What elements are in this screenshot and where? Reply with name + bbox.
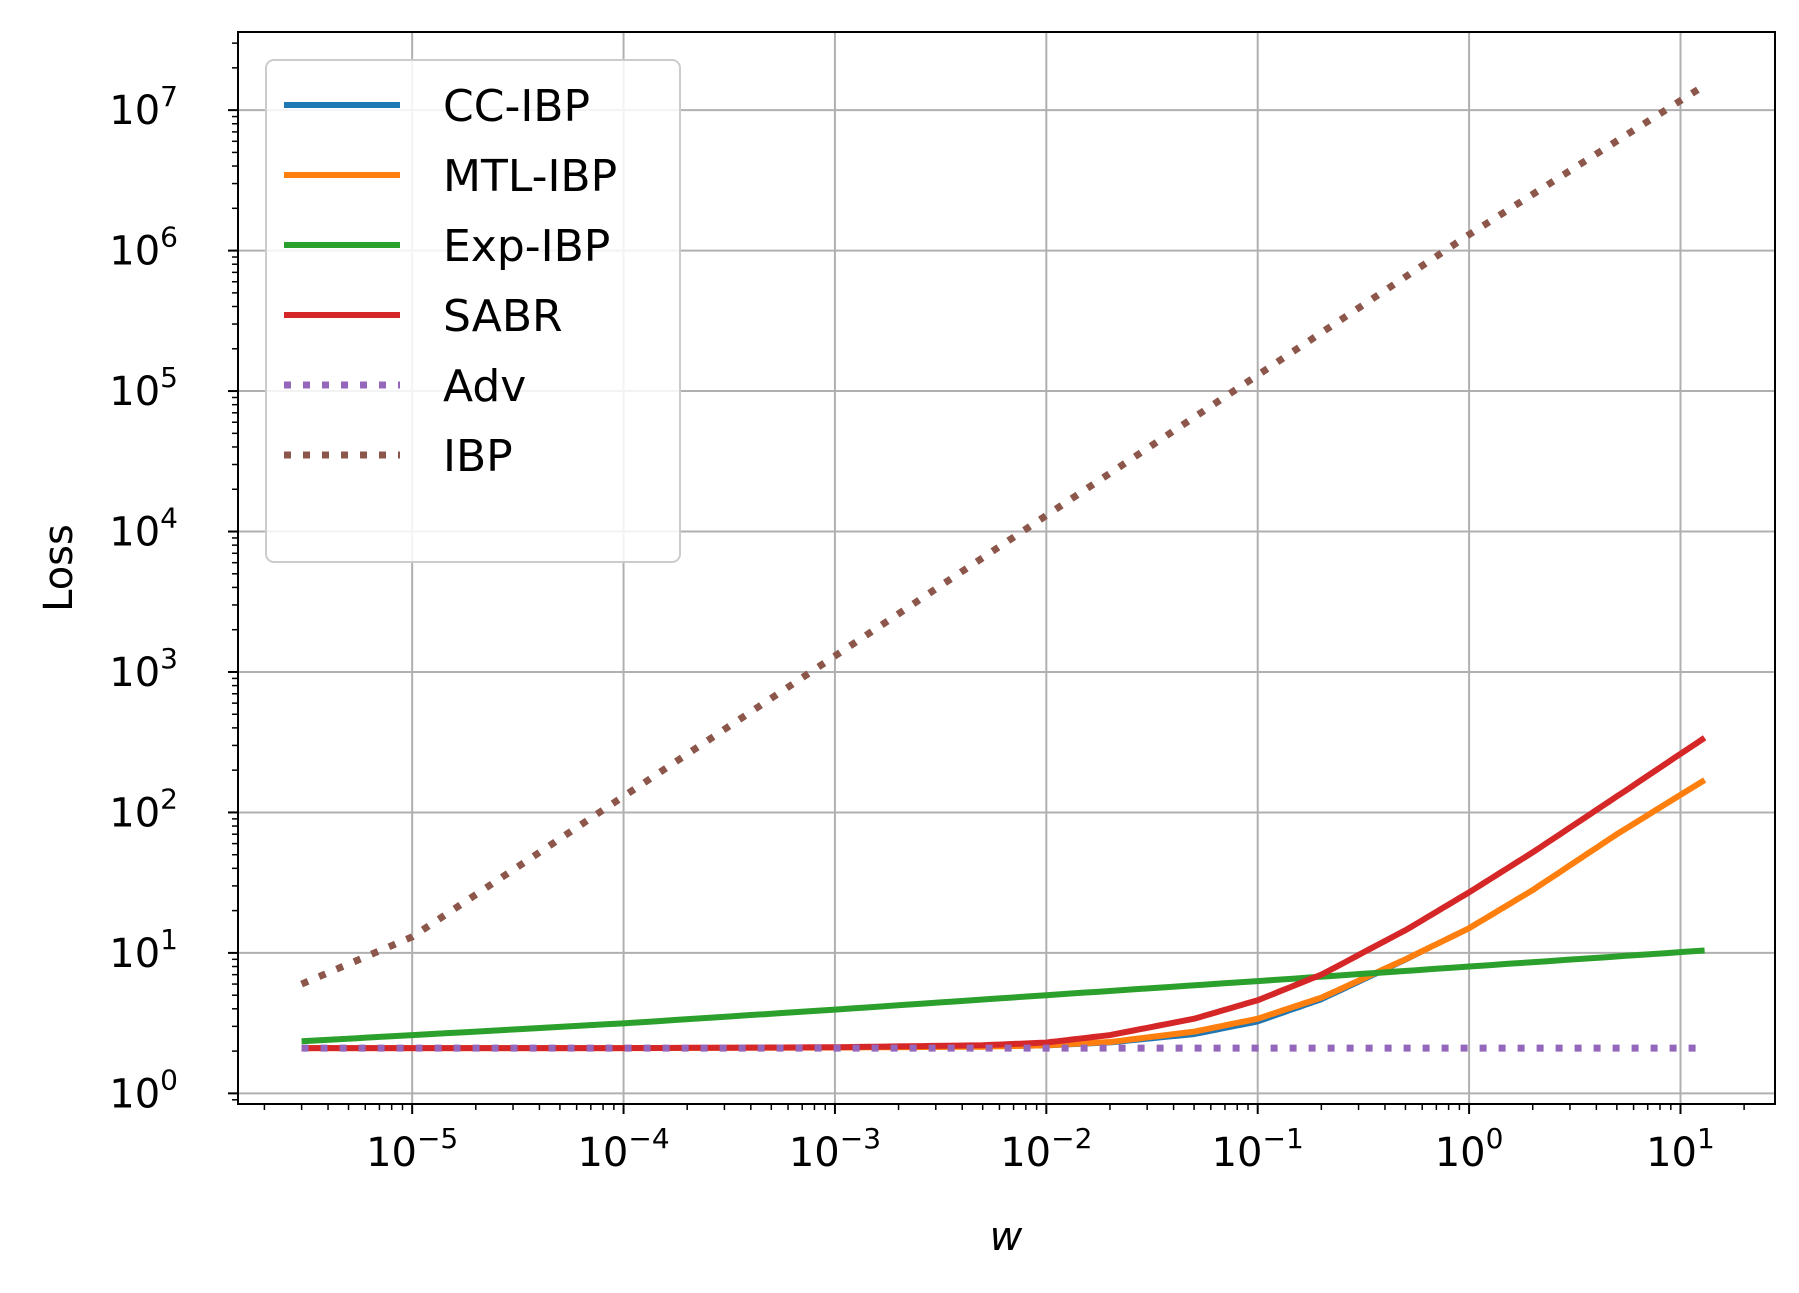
x-axis-label: w bbox=[990, 1214, 1023, 1260]
y-tick-label: 101 bbox=[109, 923, 178, 977]
legend-label: Adv bbox=[443, 361, 526, 412]
y-tick-label: 107 bbox=[109, 80, 178, 134]
x-tick-label: 10−2 bbox=[1000, 1122, 1092, 1176]
plot-lines bbox=[300, 82, 1707, 1052]
x-tick-label: 10−4 bbox=[577, 1122, 669, 1176]
legend-label: CC-IBP bbox=[443, 81, 590, 132]
tick-labels: 10−5 10−4 10−3 10−2 10−1 100 101 100 101 102 103 10… bbox=[109, 80, 1715, 1176]
legend-label: MTL-IBP bbox=[443, 151, 617, 202]
y-tick-label: 103 bbox=[109, 642, 178, 696]
legend-label: Exp-IBP bbox=[443, 221, 610, 272]
grid-lines bbox=[238, 32, 1775, 1104]
axis-ticks bbox=[228, 42, 1745, 1114]
legend-box bbox=[265, 59, 681, 563]
plot-frame bbox=[237, 31, 1776, 1105]
y-tick-label: 104 bbox=[109, 502, 178, 556]
legend: CC-IBP MTL-IBP Exp-IBP SABR Adv IBP bbox=[265, 59, 681, 563]
x-tick-label: 100 bbox=[1435, 1122, 1504, 1176]
y-tick-label: 102 bbox=[109, 782, 178, 836]
x-tick-label: 10−3 bbox=[789, 1122, 881, 1176]
y-tick-label: 100 bbox=[109, 1063, 178, 1117]
x-tick-label: 10−5 bbox=[366, 1122, 458, 1176]
x-tick-label: 101 bbox=[1646, 1122, 1715, 1176]
legend-label: IBP bbox=[443, 431, 513, 482]
y-tick-label: 106 bbox=[109, 221, 178, 275]
y-tick-label: 105 bbox=[109, 361, 178, 415]
series-line-sabr bbox=[301, 735, 1707, 1052]
legend-label: SABR bbox=[443, 291, 563, 342]
x-tick-label: 10−1 bbox=[1212, 1122, 1304, 1176]
y-axis-label: Loss bbox=[36, 524, 82, 612]
series-line-exp-ibp bbox=[301, 947, 1705, 1045]
